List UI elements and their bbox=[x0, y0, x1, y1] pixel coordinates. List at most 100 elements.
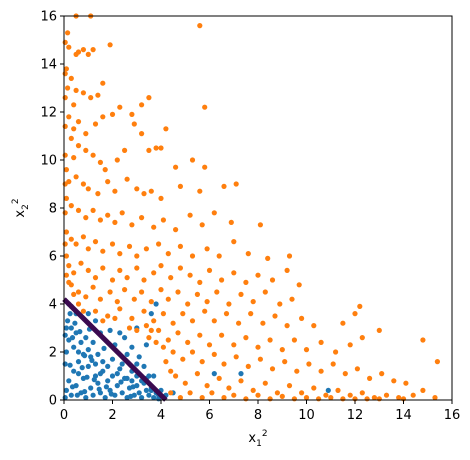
data-point-class-b bbox=[262, 289, 268, 295]
data-point-class-b bbox=[109, 277, 116, 283]
data-point-class-b bbox=[73, 87, 79, 93]
data-point-class-b bbox=[267, 337, 273, 343]
data-point-class-b bbox=[107, 42, 113, 48]
data-point-class-b bbox=[71, 291, 77, 297]
data-point-class-b bbox=[223, 311, 230, 317]
data-point-class-a bbox=[117, 366, 123, 372]
data-point-class-b bbox=[279, 347, 285, 353]
data-point-class-b bbox=[158, 195, 164, 201]
data-point-class-b bbox=[168, 275, 174, 281]
data-point-class-a bbox=[72, 320, 78, 326]
data-point-class-b bbox=[371, 395, 377, 401]
data-point-class-b bbox=[139, 215, 145, 221]
data-point-class-a bbox=[105, 363, 111, 369]
data-point-class-a bbox=[62, 332, 68, 338]
data-point-class-b bbox=[63, 195, 69, 201]
data-point-class-b bbox=[158, 145, 164, 151]
data-point-class-a bbox=[136, 390, 142, 396]
data-point-class-b bbox=[194, 291, 200, 297]
data-point-class-b bbox=[173, 227, 179, 233]
data-point-class-a bbox=[108, 391, 114, 397]
data-point-class-a bbox=[97, 371, 103, 377]
data-point-class-b bbox=[148, 327, 154, 333]
data-point-class-b bbox=[66, 44, 72, 50]
data-point-class-b bbox=[100, 318, 106, 324]
data-point-class-b bbox=[75, 49, 82, 55]
data-point-class-b bbox=[231, 342, 237, 348]
data-point-class-b bbox=[160, 311, 166, 317]
data-point-class-b bbox=[209, 390, 215, 396]
data-point-class-a bbox=[91, 377, 97, 383]
data-point-class-a bbox=[90, 339, 96, 345]
data-point-class-b bbox=[238, 378, 244, 384]
data-point-class-a bbox=[153, 301, 159, 307]
data-point-class-a bbox=[82, 389, 88, 395]
data-point-class-b bbox=[117, 267, 123, 273]
data-point-class-a bbox=[67, 311, 73, 317]
data-point-class-b bbox=[83, 294, 89, 300]
data-point-class-b bbox=[396, 395, 402, 401]
data-point-class-b bbox=[364, 396, 370, 402]
data-point-class-b bbox=[143, 323, 149, 329]
data-point-class-b bbox=[432, 395, 438, 401]
data-point-class-b bbox=[197, 23, 203, 29]
data-point-class-b bbox=[187, 390, 193, 396]
data-point-class-b bbox=[165, 251, 171, 257]
data-point-class-b bbox=[63, 167, 69, 173]
data-point-class-a bbox=[84, 374, 90, 380]
data-point-class-b bbox=[68, 236, 74, 242]
data-point-class-b bbox=[185, 301, 191, 307]
data-point-class-b bbox=[134, 265, 140, 271]
data-point-class-b bbox=[294, 368, 300, 374]
data-point-class-a bbox=[66, 378, 72, 384]
data-point-class-b bbox=[141, 191, 147, 197]
data-point-class-b bbox=[114, 299, 120, 305]
x-tick-label: 0 bbox=[60, 408, 68, 423]
data-point-class-b bbox=[90, 152, 96, 158]
data-point-class-b bbox=[376, 396, 382, 402]
data-point-class-b bbox=[177, 243, 183, 249]
data-point-class-b bbox=[199, 395, 205, 401]
data-point-class-b bbox=[75, 301, 82, 307]
data-point-class-a bbox=[62, 395, 68, 401]
x-axis-label-base: x bbox=[248, 431, 256, 446]
data-point-class-a bbox=[151, 373, 157, 379]
data-point-class-b bbox=[100, 114, 106, 120]
data-point-class-a bbox=[63, 349, 69, 355]
data-point-class-b bbox=[71, 155, 77, 161]
data-point-class-b bbox=[284, 267, 290, 273]
data-point-class-b bbox=[277, 301, 283, 307]
data-point-class-b bbox=[236, 320, 242, 326]
data-point-class-b bbox=[63, 272, 69, 278]
data-point-class-a bbox=[117, 330, 123, 336]
data-point-class-b bbox=[279, 393, 285, 399]
data-point-class-b bbox=[62, 181, 68, 187]
data-point-class-b bbox=[211, 351, 217, 357]
data-point-class-b bbox=[403, 380, 409, 386]
data-points-layer bbox=[62, 13, 440, 402]
data-point-class-b bbox=[231, 239, 237, 245]
data-point-class-b bbox=[233, 354, 239, 360]
data-point-class-b bbox=[68, 75, 74, 81]
data-point-class-b bbox=[187, 272, 193, 278]
data-point-class-b bbox=[92, 121, 99, 127]
data-point-class-a bbox=[68, 325, 74, 331]
data-point-class-b bbox=[151, 224, 157, 230]
y-tick-label: 4 bbox=[49, 298, 57, 313]
data-point-class-b bbox=[262, 380, 268, 386]
data-point-class-b bbox=[182, 380, 188, 386]
data-point-class-b bbox=[80, 90, 86, 96]
y-tick-label: 2 bbox=[49, 346, 57, 361]
data-point-class-b bbox=[139, 289, 145, 295]
data-point-class-a bbox=[83, 335, 89, 341]
data-point-class-a bbox=[238, 371, 244, 377]
data-point-class-b bbox=[65, 85, 71, 91]
data-point-class-b bbox=[323, 392, 329, 398]
data-point-class-a bbox=[107, 327, 113, 333]
data-point-class-b bbox=[221, 395, 227, 401]
data-point-class-a bbox=[128, 393, 134, 399]
data-point-class-a bbox=[65, 318, 71, 324]
data-point-class-b bbox=[189, 349, 196, 355]
data-point-class-a bbox=[85, 311, 91, 317]
